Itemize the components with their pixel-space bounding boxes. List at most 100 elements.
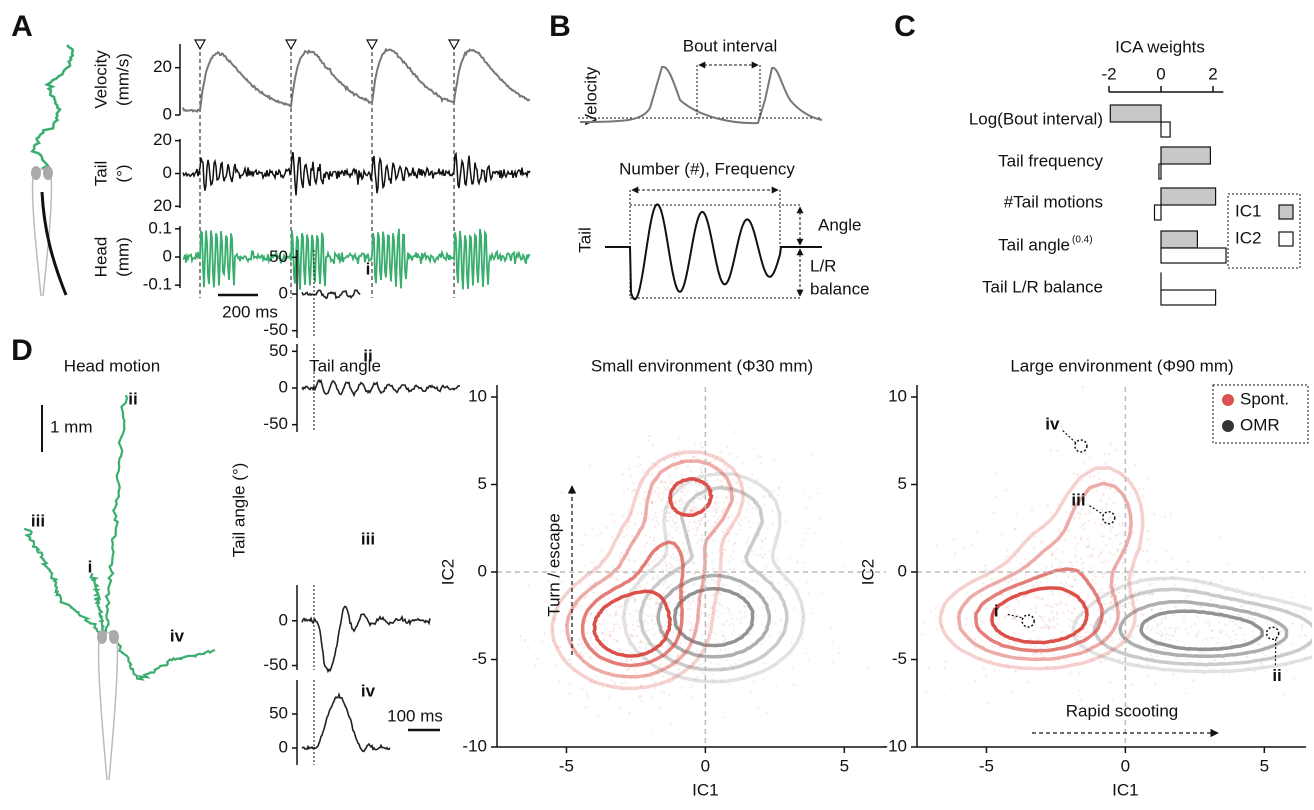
scatter-dot bbox=[1035, 612, 1037, 614]
scatter-dot bbox=[1020, 562, 1022, 564]
scatter-dot bbox=[642, 641, 644, 643]
scatter-dot bbox=[731, 633, 733, 635]
x-tick-label: -5 bbox=[979, 756, 994, 775]
scatter-dot bbox=[1243, 633, 1245, 635]
axis-label: Head bbox=[91, 237, 110, 278]
scatter-dot bbox=[675, 521, 677, 523]
scatter-dot bbox=[687, 608, 689, 610]
scatter-dot bbox=[666, 564, 668, 566]
scatter-dot bbox=[1074, 578, 1076, 580]
scatter-dot bbox=[1148, 584, 1150, 586]
scatter-dot bbox=[665, 588, 667, 590]
scatter-dot bbox=[558, 680, 560, 682]
scatter-dot bbox=[724, 548, 726, 550]
scatter-dot bbox=[1118, 543, 1120, 545]
scatter-dot bbox=[1147, 559, 1149, 561]
scatter-dot bbox=[588, 465, 590, 467]
scatter-dot bbox=[614, 682, 616, 684]
scatter-dot bbox=[649, 606, 651, 608]
scatter-dot bbox=[1208, 609, 1210, 611]
ic2-bar bbox=[1161, 248, 1226, 263]
scatter-dot bbox=[1103, 479, 1105, 481]
scatter-dot bbox=[701, 534, 703, 536]
scatter-dot bbox=[774, 610, 776, 612]
scatter-dot bbox=[636, 635, 638, 637]
scatter-dot bbox=[1091, 555, 1093, 557]
scatter-dot bbox=[807, 592, 809, 594]
scatter-dot bbox=[1186, 632, 1188, 634]
y-tick-label: 50 bbox=[269, 341, 288, 360]
scatter-dot bbox=[647, 622, 649, 624]
scatter-dot bbox=[1095, 583, 1097, 585]
scatter-dot bbox=[693, 501, 695, 503]
scatter-dot bbox=[1128, 651, 1130, 653]
scatter-dot bbox=[1221, 630, 1223, 632]
scatter-dot bbox=[1057, 503, 1059, 505]
scatter-dot bbox=[748, 503, 750, 505]
scatter-dot bbox=[1065, 659, 1067, 661]
scatter-dot bbox=[1051, 562, 1053, 564]
scatter-dot bbox=[765, 573, 767, 575]
scatter-dot bbox=[672, 631, 674, 633]
scatter-dot bbox=[724, 637, 726, 639]
scatter-dot bbox=[650, 501, 652, 503]
scatter-dot bbox=[645, 643, 647, 645]
scatter-dot bbox=[716, 478, 718, 480]
scatter-dot bbox=[750, 691, 752, 693]
scatter-dot bbox=[632, 482, 634, 484]
scatter-dot bbox=[1040, 653, 1042, 655]
scatter-dot bbox=[1025, 585, 1027, 587]
scatter-dot bbox=[808, 528, 810, 530]
scatter-dot bbox=[778, 631, 780, 633]
scatter-dot bbox=[598, 623, 600, 625]
subplot-label: i bbox=[366, 259, 371, 278]
legend-swatch bbox=[1279, 205, 1293, 219]
scatter-dot bbox=[643, 578, 645, 580]
tail-angle-trace bbox=[302, 695, 390, 752]
scatter-dot bbox=[648, 629, 650, 631]
scatter-dot bbox=[738, 529, 740, 531]
scatter-dot bbox=[1197, 617, 1199, 619]
scatter-dot bbox=[719, 649, 721, 651]
scatter-dot bbox=[1105, 487, 1107, 489]
scatter-dot bbox=[1055, 617, 1057, 619]
scatter-dot bbox=[719, 515, 721, 517]
scatter-dot bbox=[1010, 578, 1012, 580]
scatter-dot bbox=[944, 660, 946, 662]
scatter-dot bbox=[760, 546, 762, 548]
scatter-dot bbox=[1160, 622, 1162, 624]
scatter-dot bbox=[757, 554, 759, 556]
scatter-dot bbox=[664, 581, 666, 583]
scatter-dot bbox=[1147, 663, 1149, 665]
scatter-dot bbox=[913, 603, 915, 605]
scatter-dot bbox=[1218, 621, 1220, 623]
scatter-dot bbox=[1252, 618, 1254, 620]
scatter-dot bbox=[729, 683, 731, 685]
y-tick-label: 0 bbox=[163, 163, 172, 182]
scatter-dot bbox=[656, 517, 658, 519]
scatter-dot bbox=[717, 616, 719, 618]
tail-schematic bbox=[605, 204, 822, 299]
scatter-dot bbox=[611, 679, 613, 681]
scatter-dot bbox=[990, 578, 992, 580]
scatter-dot bbox=[1163, 648, 1165, 650]
scatter-dot bbox=[584, 534, 586, 536]
scatter-dot bbox=[763, 496, 765, 498]
scatter-dot bbox=[991, 645, 993, 647]
axis-label: Velocity bbox=[581, 66, 600, 125]
scatter-dot bbox=[633, 489, 635, 491]
scatter-dot bbox=[1111, 444, 1113, 446]
scatter-dot bbox=[1119, 533, 1121, 535]
scatter-dot bbox=[656, 520, 658, 522]
scatter-dot bbox=[745, 577, 747, 579]
ic2-bar bbox=[1161, 122, 1170, 137]
scatter-dot bbox=[1100, 499, 1102, 501]
scatter-dot bbox=[1170, 634, 1172, 636]
row-label: Tail L/R balance bbox=[982, 277, 1103, 296]
scatter-dot bbox=[985, 607, 987, 609]
scatter-dot bbox=[692, 600, 694, 602]
scatter-dot bbox=[1229, 673, 1231, 675]
scatter-dot bbox=[737, 533, 739, 535]
scatter-dot bbox=[689, 603, 691, 605]
scatter-dot bbox=[1043, 615, 1045, 617]
